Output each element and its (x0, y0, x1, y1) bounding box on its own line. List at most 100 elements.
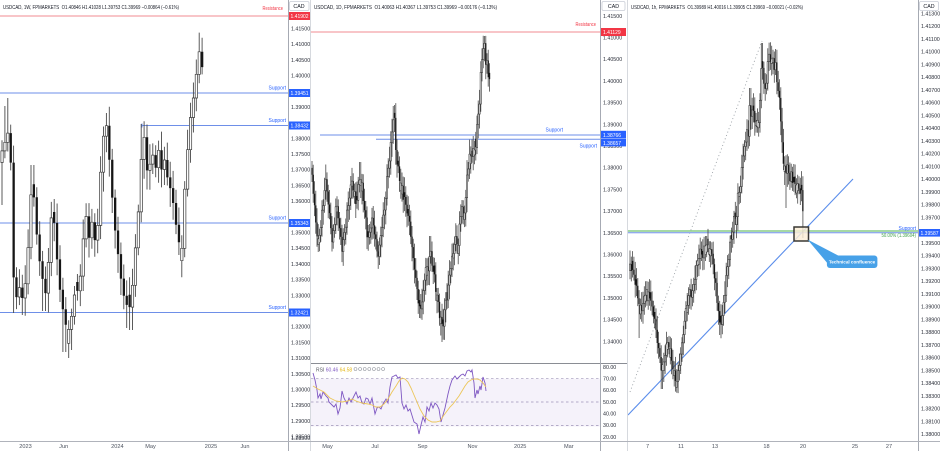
svg-text:1.41100: 1.41100 (921, 37, 940, 43)
svg-text:Nov: Nov (468, 444, 478, 450)
svg-text:1.38500: 1.38500 (921, 368, 940, 374)
svg-text:USDCAD, 1h, FPMARKETS O1.3998: USDCAD, 1h, FPMARKETS O1.39989 H1.40016 … (631, 5, 803, 11)
svg-text:1.28500: 1.28500 (291, 436, 310, 442)
svg-text:1.36500: 1.36500 (291, 183, 310, 189)
svg-text:Support: Support (545, 128, 563, 134)
svg-text:25: 25 (852, 444, 858, 450)
svg-text:20: 20 (800, 444, 806, 450)
svg-text:1.40400: 1.40400 (921, 126, 940, 132)
svg-text:1.39000: 1.39000 (921, 305, 940, 311)
svg-text:1.33000: 1.33000 (291, 293, 310, 299)
svg-text:1.38657: 1.38657 (603, 141, 621, 147)
svg-text:1.36500: 1.36500 (603, 231, 622, 237)
svg-text:1.38200: 1.38200 (921, 407, 940, 413)
svg-text:1.41200: 1.41200 (921, 24, 940, 30)
svg-text:1.40000: 1.40000 (291, 74, 310, 80)
svg-text:Sep: Sep (418, 444, 428, 450)
svg-text:1.35500: 1.35500 (603, 274, 622, 280)
svg-text:1.38432: 1.38432 (291, 124, 309, 130)
svg-text:Support: Support (268, 305, 286, 311)
svg-text:1.39000: 1.39000 (291, 105, 310, 111)
svg-text:1.38800: 1.38800 (921, 330, 940, 336)
svg-text:Support: Support (268, 118, 286, 124)
svg-text:13: 13 (712, 444, 718, 450)
svg-text:1.29500: 1.29500 (291, 403, 310, 409)
svg-text:1.36000: 1.36000 (603, 253, 622, 259)
svg-text:Resistance: Resistance (576, 22, 597, 28)
svg-text:1.39500: 1.39500 (921, 241, 940, 247)
svg-text:May: May (322, 444, 333, 450)
svg-text:May: May (145, 444, 156, 450)
svg-text:2023: 2023 (19, 444, 31, 450)
svg-text:Jun: Jun (240, 444, 249, 450)
svg-text:1.32421: 1.32421 (291, 311, 309, 317)
svg-text:1.41000: 1.41000 (603, 36, 622, 42)
svg-text:7: 7 (646, 444, 649, 450)
svg-text:1.37000: 1.37000 (291, 168, 310, 174)
svg-text:1.40900: 1.40900 (921, 62, 940, 68)
svg-text:2025: 2025 (514, 444, 526, 450)
svg-text:1.38000: 1.38000 (291, 136, 310, 142)
svg-text:1.34000: 1.34000 (603, 339, 622, 345)
svg-text:1.37500: 1.37500 (603, 187, 622, 193)
svg-text:1.38300: 1.38300 (921, 394, 940, 400)
svg-text:1.41902: 1.41902 (291, 14, 309, 20)
svg-text:11: 11 (678, 444, 684, 450)
svg-text:1.29000: 1.29000 (291, 419, 310, 425)
svg-text:Support: Support (898, 226, 916, 232)
svg-text:USDCAD, 1W, FPMARKETS O1.4084: USDCAD, 1W, FPMARKETS O1.40846 H1.41028 … (3, 5, 179, 11)
svg-text:1.41500: 1.41500 (603, 14, 622, 20)
svg-text:1.28500: 1.28500 (291, 435, 310, 441)
svg-text:1.38500: 1.38500 (603, 144, 622, 150)
svg-text:1.34500: 1.34500 (603, 318, 622, 324)
svg-text:1.39200: 1.39200 (921, 279, 940, 285)
svg-text:1.39500: 1.39500 (603, 101, 622, 107)
svg-text:1.31000: 1.31000 (291, 356, 310, 362)
svg-text:1.41000: 1.41000 (291, 42, 310, 48)
svg-text:2024: 2024 (111, 444, 123, 450)
svg-text:1.38400: 1.38400 (921, 381, 940, 387)
svg-text:1.38600: 1.38600 (921, 356, 940, 362)
svg-text:18: 18 (763, 444, 769, 450)
svg-text:1.40500: 1.40500 (603, 57, 622, 63)
svg-text:70.00: 70.00 (603, 377, 616, 383)
svg-text:1.37000: 1.37000 (603, 209, 622, 215)
svg-text:1.35343: 1.35343 (291, 221, 309, 227)
svg-text:1.40100: 1.40100 (921, 164, 940, 170)
svg-text:1.36000: 1.36000 (291, 199, 310, 205)
svg-text:Support: Support (268, 86, 286, 92)
svg-text:Jun: Jun (59, 444, 68, 450)
svg-text:50.00: 50.00 (603, 400, 616, 406)
svg-text:1.40500: 1.40500 (291, 58, 310, 64)
svg-text:USDCAD, 1D, FPMARKETS O1.4006: USDCAD, 1D, FPMARKETS O1.40063 H1.40367 … (314, 5, 497, 11)
svg-text:1.41500: 1.41500 (291, 26, 310, 32)
svg-text:1.37500: 1.37500 (291, 152, 310, 158)
svg-text:1.38766: 1.38766 (603, 133, 621, 139)
svg-text:1.38000: 1.38000 (921, 432, 940, 438)
svg-text:1.35000: 1.35000 (603, 296, 622, 302)
svg-text:1.38900: 1.38900 (921, 317, 940, 323)
svg-text:1.35000: 1.35000 (291, 231, 310, 237)
svg-text:1.39300: 1.39300 (921, 266, 940, 272)
svg-text:1.30000: 1.30000 (291, 388, 310, 394)
svg-text:1.40800: 1.40800 (921, 75, 940, 81)
svg-text:1.40200: 1.40200 (921, 152, 940, 158)
svg-text:20.00: 20.00 (603, 435, 616, 441)
svg-text:CAD: CAD (923, 4, 934, 10)
svg-text:1.32000: 1.32000 (291, 325, 310, 331)
svg-text:40.00: 40.00 (603, 412, 616, 418)
svg-text:1.40500: 1.40500 (921, 113, 940, 119)
svg-text:60.00: 60.00 (603, 388, 616, 394)
svg-text:1.33500: 1.33500 (291, 278, 310, 284)
svg-text:1.40300: 1.40300 (921, 139, 940, 145)
svg-text:1.38700: 1.38700 (921, 343, 940, 349)
svg-text:CAD: CAD (293, 4, 304, 10)
svg-text:1.40000: 1.40000 (921, 177, 940, 183)
svg-text:1.39400: 1.39400 (921, 254, 940, 260)
svg-text:Technical confluence: Technical confluence (829, 260, 876, 265)
svg-text:30.00: 30.00 (603, 423, 616, 429)
svg-text:CAD: CAD (608, 4, 619, 10)
svg-text:1.34500: 1.34500 (291, 246, 310, 252)
svg-text:1.38100: 1.38100 (921, 419, 940, 425)
svg-text:1.41300: 1.41300 (921, 11, 940, 17)
